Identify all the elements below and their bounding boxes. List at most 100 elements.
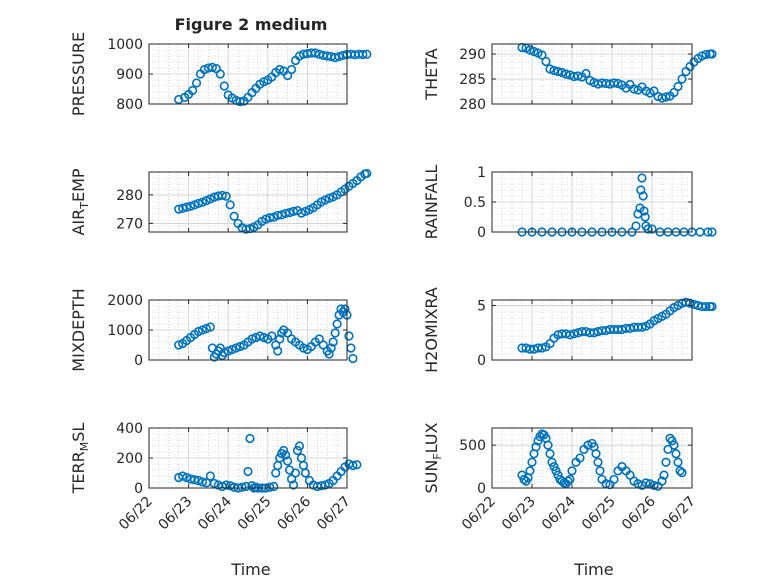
panel-5-point [589,328,599,338]
panel-7-point [549,461,559,472]
panel-1-point [529,46,539,57]
panel-6-ytick-label: 400 [116,421,143,437]
panel-7-point [551,466,561,476]
panel-6-point [283,456,293,466]
panel-1-point [549,65,559,76]
panel-4-point [330,328,340,338]
panel-6-point [243,466,253,477]
panel-1-axes-box [491,43,693,105]
panel-6-xtick-label: 06/27 [314,494,354,534]
panel-0-ylabel: PRESSURE [69,32,88,116]
panel-4-point [332,319,342,329]
panel-1-point [553,66,563,77]
panel-2-ytick-label: 280 [116,188,143,204]
panel-7-ytick-label: 0 [477,481,486,497]
panel-4-point [328,337,338,347]
panel-4-ytick-label: 1000 [107,323,143,339]
panel-1-point [677,74,687,84]
panel-7-point [665,433,675,443]
panel-6-ytick-label: 0 [134,481,143,497]
panel-3-point [647,224,657,234]
panel-7-point [663,444,673,455]
panel-0-point [187,85,198,96]
panel-5-point [707,301,717,312]
panel-2-point [362,168,372,179]
panel-0-point [219,81,229,91]
panel-7-point [575,453,585,463]
panel-6-xtick-label: 06/25 [235,494,275,534]
panel-1-ytick-label: 290 [459,47,486,63]
panel-3-point [631,221,641,231]
panel-5-point [701,301,711,312]
panel-7-xtick-label: 06/25 [579,494,619,534]
panel-7-point [675,466,685,476]
panel-7-point [641,478,651,488]
panel-3-point [638,191,648,201]
panel-2-point [225,200,235,210]
panel-6-point [298,460,309,471]
panel-7-ytick-label: 500 [459,438,486,454]
panel-0-point [358,49,368,60]
panel-0-point [362,49,372,59]
panel-3-point [707,227,717,237]
panel-5-point [681,297,691,307]
panel-7-point [669,440,679,450]
panel-6-point [273,460,283,471]
panel-4-ytick-label: 2000 [107,293,143,309]
panel-2-point [265,213,275,223]
panel-2-point [277,210,287,220]
panel-7-point [527,457,537,467]
panel-1-point [681,66,691,77]
panel-4-point [348,353,358,364]
panel-7-point [565,474,575,485]
panel-6-point [265,482,275,492]
panel-5-ytick-label: 5 [477,298,486,314]
panel-3-point [639,206,649,216]
panel-6-point [348,460,358,471]
panel-1-point [609,78,619,88]
panel-7-point [525,466,535,476]
panel-1-point [581,68,591,79]
panel-6-point [281,450,291,460]
panel-7-ylabel: SUNFLUX [422,422,444,493]
panel-4-point [344,331,354,341]
panel-0-point [215,69,225,79]
panel-7-xtick-label: 06/27 [659,494,699,534]
panel-1-point [697,51,707,61]
panel-1-point [707,49,717,59]
panel-1-ytick-label: 285 [459,72,486,88]
panel-1-point [613,78,623,89]
panel-0-point [310,48,320,58]
panel-7-point [567,466,577,476]
panel-7-xtick-label: 06/24 [539,493,579,533]
panel-4-point [275,334,285,344]
panel-7-point [593,457,603,467]
panel-4-point [324,349,334,359]
panel-6-point [294,441,305,451]
panel-4-point [273,346,283,356]
panel-7-point [531,442,541,452]
panel-1-point [657,93,667,103]
panel-7-point [591,449,601,459]
panel-1-point [701,49,711,60]
panel-1-point [561,69,571,79]
panel-0-ytick-label: 1000 [107,37,143,53]
panel-3-ytick-label: 1 [477,165,486,181]
panel-3-point [695,227,705,237]
panel-0-point [174,94,184,105]
panel-1-point [557,67,567,78]
panel-5-ytick-label: 0 [477,353,486,369]
panel-6-xtick-label: 06/24 [195,493,235,533]
figure-title: Figure 2 medium [175,15,328,34]
panel-0-ytick-label: 800 [116,97,143,113]
panel-0-point [207,62,217,73]
panel-6-point [245,433,255,444]
panel-6-point [221,480,231,490]
panel-7-xtick-label: 06/23 [499,494,539,534]
panel-6-point [300,468,311,478]
panel-1-point [541,56,551,67]
panel-7-point [533,436,543,446]
panel-6-point [205,471,215,481]
panel-6-ytick-label: 200 [116,451,143,467]
panel-7-xtick-label: 06/26 [619,493,659,533]
